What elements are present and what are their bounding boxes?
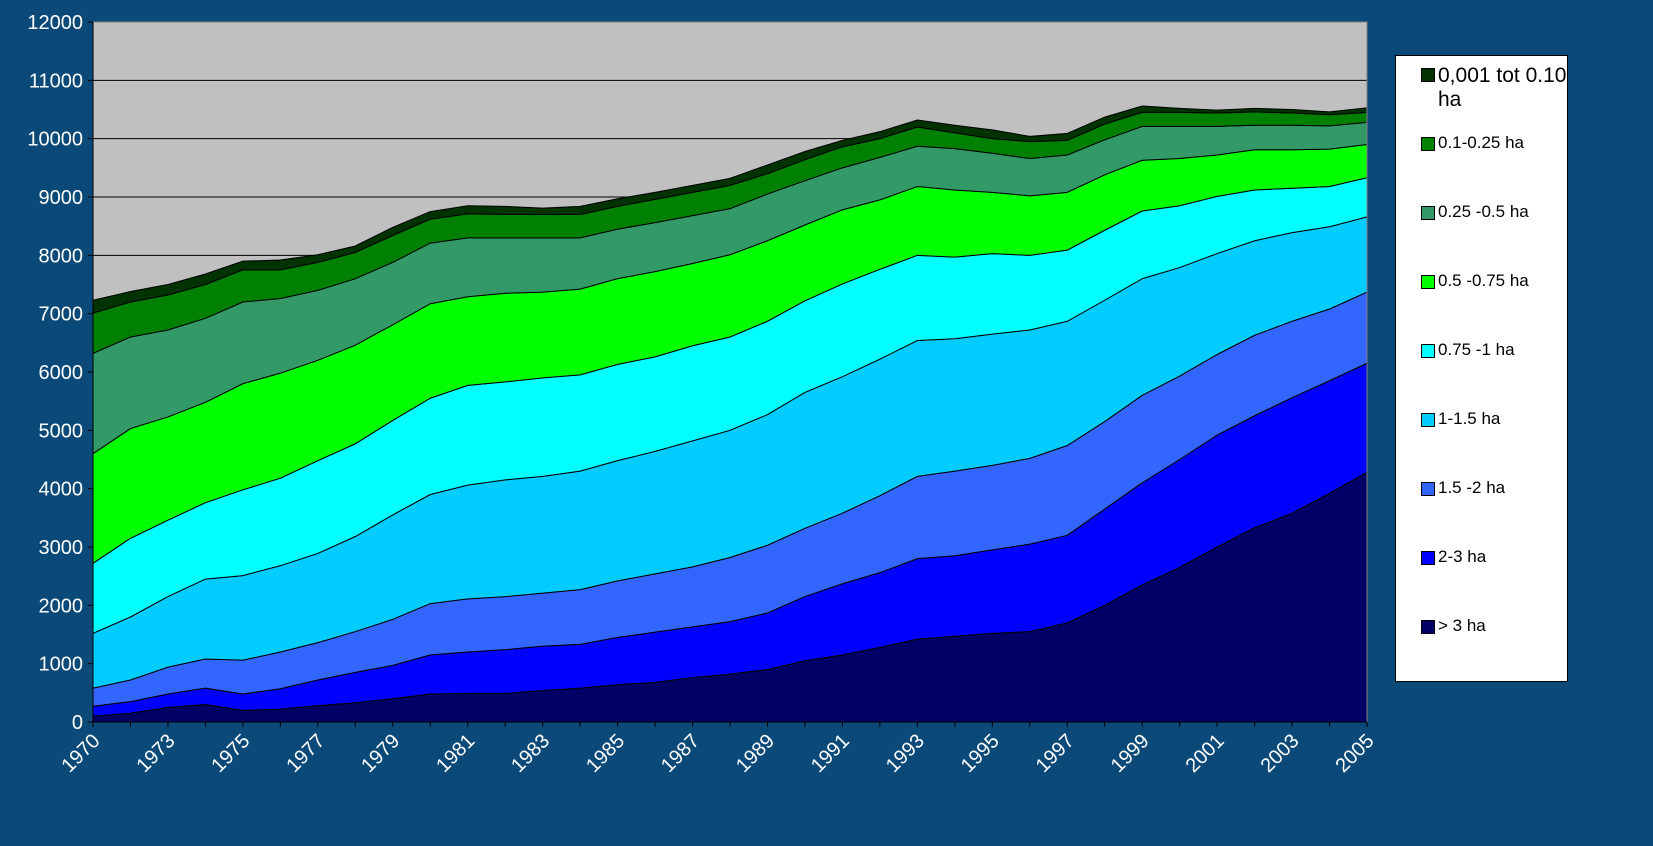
x-tick-label: 1970 bbox=[58, 730, 105, 777]
y-tick-label: 6000 bbox=[39, 362, 84, 384]
legend-swatch bbox=[1421, 68, 1435, 82]
legend-item: 0,001 tot 0.10 ha bbox=[1421, 64, 1566, 133]
legend: 0,001 tot 0.10 ha 0.1-0.25 ha 0.25 -0.5 ha… bbox=[1395, 55, 1568, 682]
legend-item: 1-1.5 ha bbox=[1421, 409, 1559, 478]
y-tick-label: 0 bbox=[72, 712, 83, 734]
legend-swatch bbox=[1421, 275, 1435, 289]
legend-swatch bbox=[1421, 344, 1435, 358]
y-tick-label: 3000 bbox=[39, 537, 84, 559]
legend-swatch bbox=[1421, 137, 1435, 151]
legend-item: 0.5 -0.75 ha bbox=[1421, 271, 1559, 340]
y-tick-label: 11000 bbox=[29, 70, 83, 92]
x-tick-label: 2001 bbox=[1182, 730, 1229, 777]
y-tick-label: 5000 bbox=[39, 420, 84, 442]
x-tick-label: 1989 bbox=[732, 730, 779, 777]
legend-swatch bbox=[1421, 551, 1435, 565]
y-tick-label: 12000 bbox=[27, 12, 83, 34]
y-tick-label: 7000 bbox=[39, 304, 84, 326]
legend-swatch bbox=[1421, 620, 1435, 634]
legend-item: 0.25 -0.5 ha bbox=[1421, 202, 1559, 271]
legend-swatch bbox=[1421, 482, 1435, 496]
x-tick-label: 2003 bbox=[1257, 730, 1304, 777]
x-tick-label: 1975 bbox=[207, 730, 254, 777]
legend-label: 0.5 -0.75 ha bbox=[1438, 271, 1529, 290]
legend-label: 0.1-0.25 ha bbox=[1438, 133, 1525, 152]
legend-label: > 3 ha bbox=[1438, 616, 1486, 635]
y-tick-label: 9000 bbox=[39, 187, 84, 209]
x-tick-label: 1979 bbox=[357, 730, 404, 777]
x-tick-label: 1981 bbox=[432, 730, 479, 777]
legend-label: 0.75 -1 ha bbox=[1438, 340, 1515, 359]
legend-label: 2-3 ha bbox=[1438, 547, 1487, 566]
x-tick-label: 1983 bbox=[507, 730, 554, 777]
x-tick-label: 2005 bbox=[1332, 730, 1379, 777]
y-tick-label: 8000 bbox=[39, 245, 84, 267]
y-tick-label: 4000 bbox=[39, 479, 84, 501]
legend-label: 1.5 -2 ha bbox=[1438, 478, 1506, 497]
legend-item: 1.5 -2 ha bbox=[1421, 478, 1559, 547]
legend-label: 0.25 -0.5 ha bbox=[1438, 202, 1529, 221]
x-tick-label: 1985 bbox=[582, 730, 629, 777]
x-tick-label: 1991 bbox=[807, 730, 854, 777]
legend-item: 2-3 ha bbox=[1421, 547, 1559, 616]
x-tick-label: 1997 bbox=[1032, 730, 1079, 777]
x-tick-label: 1977 bbox=[282, 730, 329, 777]
legend-swatch bbox=[1421, 413, 1435, 427]
x-tick-label: 1987 bbox=[657, 730, 704, 777]
y-tick-label: 1000 bbox=[39, 654, 84, 676]
y-tick-label: 2000 bbox=[39, 595, 84, 617]
x-tick-label: 1999 bbox=[1107, 730, 1154, 777]
legend-label: 1-1.5 ha bbox=[1438, 409, 1501, 428]
x-tick-label: 1995 bbox=[957, 730, 1004, 777]
y-tick-label: 10000 bbox=[27, 129, 83, 151]
legend-swatch bbox=[1421, 206, 1435, 220]
legend-item: 0.1-0.25 ha bbox=[1421, 133, 1559, 202]
legend-item: 0.75 -1 ha bbox=[1421, 340, 1559, 409]
x-tick-label: 1973 bbox=[132, 730, 179, 777]
x-tick-label: 1993 bbox=[882, 730, 929, 777]
legend-label: 0,001 tot 0.10 ha bbox=[1438, 64, 1567, 112]
legend-item: > 3 ha bbox=[1421, 616, 1559, 685]
